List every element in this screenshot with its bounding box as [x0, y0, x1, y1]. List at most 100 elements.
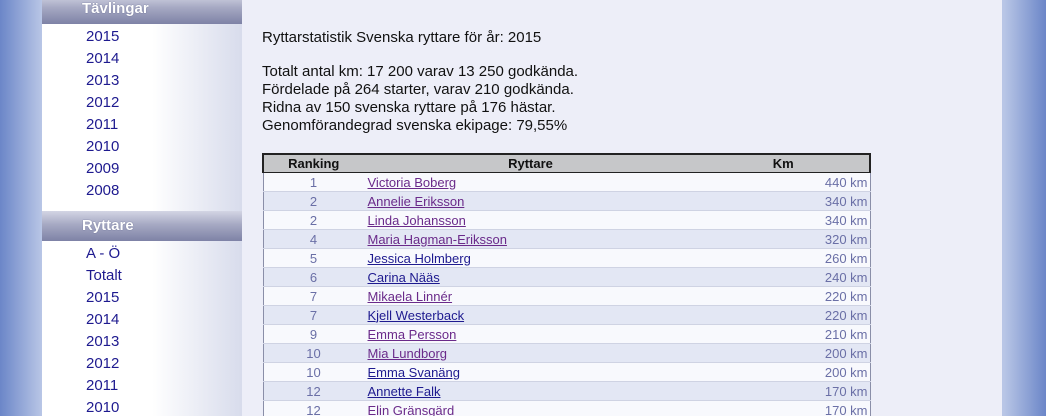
sidebar-link[interactable]: 2008: [86, 182, 120, 199]
table-row: 10 Mia Lundborg 200 km: [262, 343, 871, 363]
table-row: 12 Elin Gränsgärd 170 km: [262, 400, 871, 416]
rider-link[interactable]: Mikaela Linnér: [367, 288, 453, 304]
rider-link[interactable]: Emma Svanäng: [367, 364, 461, 380]
table-row: 2 Annelie Eriksson 340 km: [262, 191, 871, 211]
rider-link[interactable]: Annette Falk: [367, 383, 441, 399]
column-header-km: Km: [697, 153, 871, 173]
rank-cell: 7: [262, 286, 364, 306]
km-cell: 220 km: [697, 286, 871, 306]
rider-link[interactable]: Annelie Eriksson: [367, 193, 465, 209]
rider-link[interactable]: Victoria Boberg: [367, 174, 457, 190]
km-cell: 440 km: [697, 172, 871, 192]
rider-link[interactable]: Emma Persson: [367, 326, 457, 342]
sidebar-link[interactable]: 2010: [86, 399, 120, 416]
rider-cell: Elin Gränsgärd: [363, 400, 698, 416]
rank-cell: 5: [262, 248, 364, 268]
rank-cell: 9: [262, 324, 364, 344]
sidebar-header-tavlingar: Tävlingar: [42, 0, 242, 24]
rider-link[interactable]: Kjell Westerback: [367, 307, 465, 323]
rider-cell: Linda Johansson: [363, 210, 698, 230]
rider-cell: Jessica Holmberg: [363, 248, 698, 268]
rider-cell: Emma Svanäng: [363, 362, 698, 382]
km-cell: 170 km: [697, 400, 871, 416]
stats-line: Totalt antal km: 17 200 varav 13 250 god…: [262, 63, 579, 80]
rider-link[interactable]: Jessica Holmberg: [367, 250, 471, 266]
sidebar-list-ryttare: A - Ö Totalt 2015 2014 2013 2012 2011 2010: [42, 243, 242, 416]
rider-link[interactable]: Maria Hagman-Eriksson: [367, 231, 507, 247]
sidebar-link[interactable]: 2015: [86, 28, 120, 45]
km-cell: 260 km: [697, 248, 871, 268]
sidebar-link[interactable]: 2011: [86, 377, 119, 394]
rank-cell: 12: [262, 400, 364, 416]
km-cell: 320 km: [697, 229, 871, 249]
stats-line: Fördelade på 264 starter, varav 210 godk…: [262, 81, 574, 98]
sidebar-link[interactable]: 2013: [86, 72, 120, 89]
table-body: 1 Victoria Boberg 440 km 2 Annelie Eriksson 3…: [262, 172, 871, 416]
rider-cell: Maria Hagman-Eriksson: [363, 229, 698, 249]
sidebar-header-label: Tävlingar: [82, 0, 149, 17]
sidebar-link[interactable]: 2011: [86, 116, 119, 133]
sidebar-link[interactable]: 2012: [86, 94, 120, 111]
rider-cell: Annette Falk: [363, 381, 698, 401]
table-row: 12 Annette Falk 170 km: [262, 381, 871, 401]
rider-link[interactable]: Carina Nääs: [367, 269, 440, 285]
rank-cell: 4: [262, 229, 364, 249]
rider-cell: Mia Lundborg: [363, 343, 698, 363]
sidebar-link[interactable]: 2010: [86, 138, 120, 155]
main-content: Ryttarstatistik Svenska ryttare för år: …: [242, 0, 1002, 416]
km-cell: 340 km: [697, 210, 871, 230]
km-cell: 170 km: [697, 381, 871, 401]
table-row: 10 Emma Svanäng 200 km: [262, 362, 871, 382]
column-header-ranking: Ranking: [262, 153, 364, 173]
km-cell: 200 km: [697, 343, 871, 363]
sidebar-link[interactable]: 2014: [86, 50, 120, 67]
km-cell: 240 km: [697, 267, 871, 287]
stats-line: Genomförandegrad svenska ekipage: 79,55%: [262, 117, 568, 134]
rider-cell: Kjell Westerback: [363, 305, 698, 325]
table-header-row: Ranking Ryttare Km: [262, 153, 871, 173]
table-row: 4 Maria Hagman-Eriksson 320 km: [262, 229, 871, 249]
table-row: 9 Emma Persson 210 km: [262, 324, 871, 344]
km-cell: 220 km: [697, 305, 871, 325]
km-cell: 340 km: [697, 191, 871, 211]
sidebar-link[interactable]: 2009: [86, 160, 120, 177]
rank-cell: 10: [262, 362, 364, 382]
sidebar-link[interactable]: 2014: [86, 311, 120, 328]
rank-cell: 2: [262, 191, 364, 211]
ranking-table: Ranking Ryttare Km 1 Victoria Boberg 440 k…: [262, 153, 871, 416]
rider-cell: Mikaela Linnér: [363, 286, 698, 306]
table-row: 7 Kjell Westerback 220 km: [262, 305, 871, 325]
rank-cell: 6: [262, 267, 364, 287]
sidebar-link[interactable]: Totalt: [86, 267, 122, 284]
stats-block: Ryttarstatistik Svenska ryttare för år: …: [262, 29, 578, 135]
sidebar-link[interactable]: 2013: [86, 333, 120, 350]
table-row: 7 Mikaela Linnér 220 km: [262, 286, 871, 306]
rank-cell: 10: [262, 343, 364, 363]
sidebar-list-tavlingar: 2015 2014 2013 2012 2011 2010 2009 2008: [42, 26, 242, 202]
rank-cell: 7: [262, 305, 364, 325]
rider-cell: Carina Nääs: [363, 267, 698, 287]
rider-link[interactable]: Linda Johansson: [367, 212, 466, 228]
page: Tävlingar 2015 2014 2013 2012 2011 2010 2009 20…: [42, 0, 1002, 416]
table-row: 6 Carina Nääs 240 km: [262, 267, 871, 287]
stats-title: Ryttarstatistik Svenska ryttare för år: …: [262, 29, 542, 46]
rank-cell: 12: [262, 381, 364, 401]
sidebar-header-ryttare: Ryttare: [42, 211, 242, 241]
stats-line: Ridna av 150 svenska ryttare på 176 häst…: [262, 99, 556, 116]
rank-cell: 1: [262, 172, 364, 192]
sidebar-link[interactable]: 2012: [86, 355, 120, 372]
sidebar: Tävlingar 2015 2014 2013 2012 2011 2010 2009 20…: [42, 0, 242, 416]
rider-cell: Victoria Boberg: [363, 172, 698, 192]
rank-cell: 2: [262, 210, 364, 230]
rider-cell: Annelie Eriksson: [363, 191, 698, 211]
rider-cell: Emma Persson: [363, 324, 698, 344]
table-row: 5 Jessica Holmberg 260 km: [262, 248, 871, 268]
table-row: 1 Victoria Boberg 440 km: [262, 172, 871, 192]
rider-link[interactable]: Elin Gränsgärd: [367, 402, 455, 416]
km-cell: 200 km: [697, 362, 871, 382]
rider-link[interactable]: Mia Lundborg: [367, 345, 448, 361]
column-header-ryttare: Ryttare: [363, 153, 698, 173]
sidebar-link[interactable]: 2015: [86, 289, 120, 306]
sidebar-header-label: Ryttare: [82, 217, 134, 234]
sidebar-link[interactable]: A - Ö: [86, 245, 121, 262]
